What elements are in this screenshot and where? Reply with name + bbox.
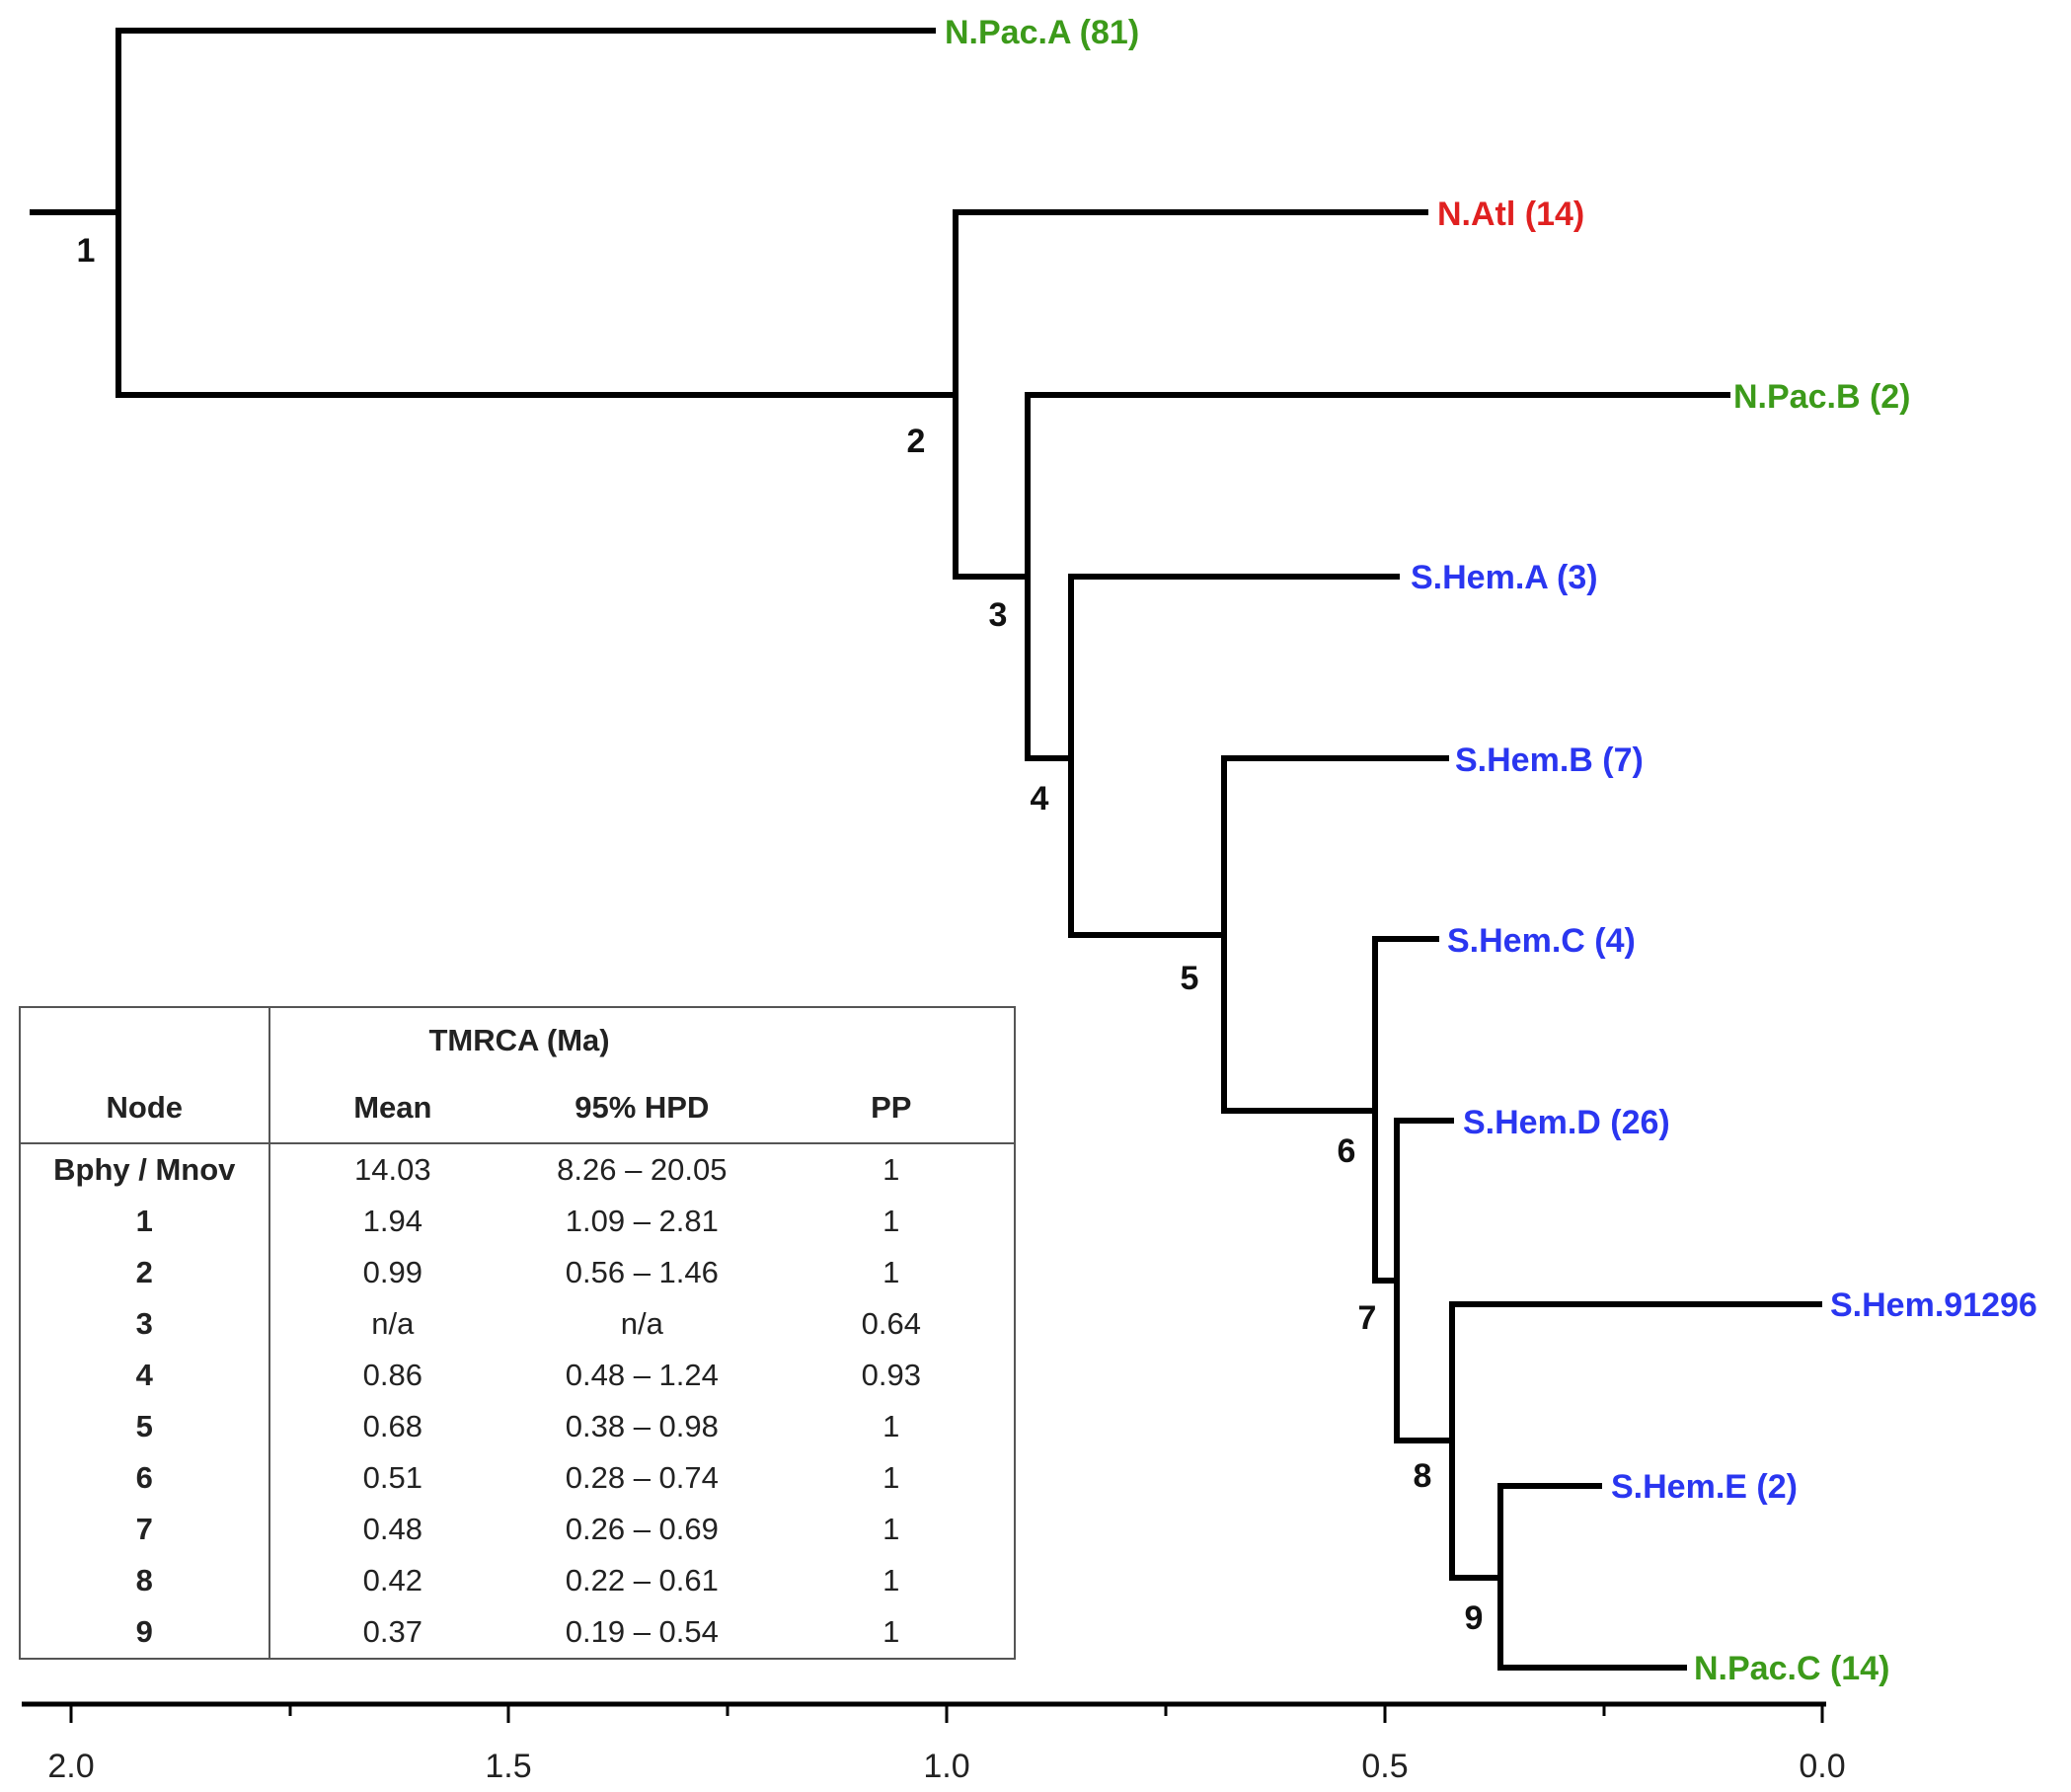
- cell-node: 6: [20, 1452, 270, 1504]
- tip-label-natl: N.Atl (14): [1437, 195, 1584, 233]
- axis-tick-label: 0.0: [1799, 1748, 1845, 1785]
- tip-label-shem-d: S.Hem.D (26): [1463, 1104, 1670, 1141]
- table-row: 3 n/a n/a 0.64: [20, 1298, 1015, 1350]
- tip-label-shem-b: S.Hem.B (7): [1455, 741, 1644, 779]
- table-row: 5 0.68 0.38 – 0.98 1: [20, 1401, 1015, 1452]
- cell-node: 8: [20, 1555, 270, 1606]
- node-label-5: 5: [1181, 960, 1199, 997]
- node-label-3: 3: [989, 596, 1008, 634]
- table-row: 6 0.51 0.28 – 0.74 1: [20, 1452, 1015, 1504]
- cell-mean: 0.99: [362, 1255, 422, 1289]
- tip-label-shem-c: S.Hem.C (4): [1447, 922, 1636, 960]
- axis-tick-label: 2.0: [47, 1748, 94, 1785]
- axis-tick-label: 0.5: [1361, 1748, 1408, 1785]
- table-row: 9 0.37 0.19 – 0.54 1: [20, 1606, 1015, 1659]
- cell-pp: 1: [882, 1409, 900, 1443]
- axis-tick-label: 1.5: [485, 1748, 531, 1785]
- node-label-6: 6: [1338, 1132, 1356, 1170]
- cell-mean: 0.48: [362, 1512, 422, 1546]
- tip-label-npac-a: N.Pac.A (81): [945, 14, 1139, 51]
- tip-label-shem-e: S.Hem.E (2): [1611, 1468, 1798, 1506]
- cell-hpd: 0.19 – 0.54: [565, 1614, 719, 1649]
- cell-pp: 1: [882, 1512, 900, 1546]
- cell-hpd: 0.48 – 1.24: [565, 1358, 719, 1392]
- cell-hpd: 0.26 – 0.69: [565, 1512, 719, 1546]
- cell-pp: 0.64: [861, 1306, 921, 1341]
- cell-mean: n/a: [371, 1306, 415, 1341]
- cell-node: 9: [20, 1606, 270, 1659]
- cell-hpd: 0.38 – 0.98: [565, 1409, 719, 1443]
- header-node: Node: [20, 1073, 270, 1144]
- tip-label-shem-a: S.Hem.A (3): [1411, 559, 1598, 596]
- cell-node: 1: [20, 1196, 270, 1247]
- header-mean: Mean: [268, 1073, 516, 1144]
- table-row: 8 0.42 0.22 – 0.61 1: [20, 1555, 1015, 1606]
- tip-label-npac-c: N.Pac.C (14): [1694, 1650, 1889, 1687]
- cell-hpd: 1.09 – 2.81: [565, 1204, 719, 1238]
- header-pp: PP: [768, 1073, 1015, 1144]
- cell-mean: 0.68: [362, 1409, 422, 1443]
- cell-mean: 0.86: [362, 1358, 422, 1392]
- cell-pp: 1: [882, 1255, 900, 1289]
- cell-pp: 0.93: [861, 1358, 921, 1392]
- cell-pp: 1: [882, 1563, 900, 1597]
- cell-hpd: 0.28 – 0.74: [565, 1460, 719, 1495]
- cell-mean: 1.94: [362, 1204, 422, 1238]
- cell-mean: 0.42: [362, 1563, 422, 1597]
- header-spacer: [20, 1007, 270, 1073]
- cell-mean: 0.37: [362, 1614, 422, 1649]
- node-label-2: 2: [907, 423, 926, 460]
- cell-pp: 1: [882, 1152, 900, 1187]
- node-label-7: 7: [1358, 1299, 1377, 1337]
- table-header-row: TMRCA (Ma): [20, 1007, 1015, 1073]
- cell-node: 5: [20, 1401, 270, 1452]
- cell-node: 2: [20, 1247, 270, 1298]
- table-row: 2 0.99 0.56 – 1.46 1: [20, 1247, 1015, 1298]
- cell-mean: 0.51: [362, 1460, 422, 1495]
- tip-label-npac-b: N.Pac.B (2): [1733, 378, 1911, 416]
- table-row: Bphy / Mnov 14.03 8.26 – 20.05 1: [20, 1143, 1015, 1196]
- table-header-row: Node Mean 95% HPD PP: [20, 1073, 1015, 1144]
- header-hpd: 95% HPD: [515, 1073, 769, 1144]
- tmrca-table: TMRCA (Ma) Node Mean 95% HPD PP Bphy / M…: [19, 1006, 1016, 1660]
- header-spacer: [769, 1007, 1015, 1073]
- table-row: 1 1.94 1.09 – 2.81 1: [20, 1196, 1015, 1247]
- cell-hpd: n/a: [620, 1306, 663, 1341]
- node-label-1: 1: [77, 232, 96, 270]
- node-label-9: 9: [1465, 1599, 1484, 1637]
- node-label-8: 8: [1414, 1457, 1432, 1495]
- cell-pp: 1: [882, 1614, 900, 1649]
- axis-tick-label: 1.0: [923, 1748, 969, 1785]
- cell-pp: 1: [882, 1460, 900, 1495]
- cell-node: 4: [20, 1350, 270, 1401]
- cell-hpd: 8.26 – 20.05: [557, 1152, 728, 1187]
- table-row: 7 0.48 0.26 – 0.69 1: [20, 1504, 1015, 1555]
- cell-mean: 14.03: [354, 1152, 431, 1187]
- header-tmrca: TMRCA (Ma): [428, 1023, 610, 1057]
- cell-hpd: 0.56 – 1.46: [565, 1255, 719, 1289]
- tip-label-shem-91296: S.Hem.91296: [1830, 1286, 2037, 1324]
- cell-hpd: 0.22 – 0.61: [565, 1563, 719, 1597]
- node-label-4: 4: [1031, 780, 1049, 818]
- cell-pp: 1: [882, 1204, 900, 1238]
- cell-node: 7: [20, 1504, 270, 1555]
- table-row: 4 0.86 0.48 – 1.24 0.93: [20, 1350, 1015, 1401]
- cell-node: 3: [20, 1298, 270, 1350]
- cell-node: Bphy / Mnov: [20, 1143, 270, 1196]
